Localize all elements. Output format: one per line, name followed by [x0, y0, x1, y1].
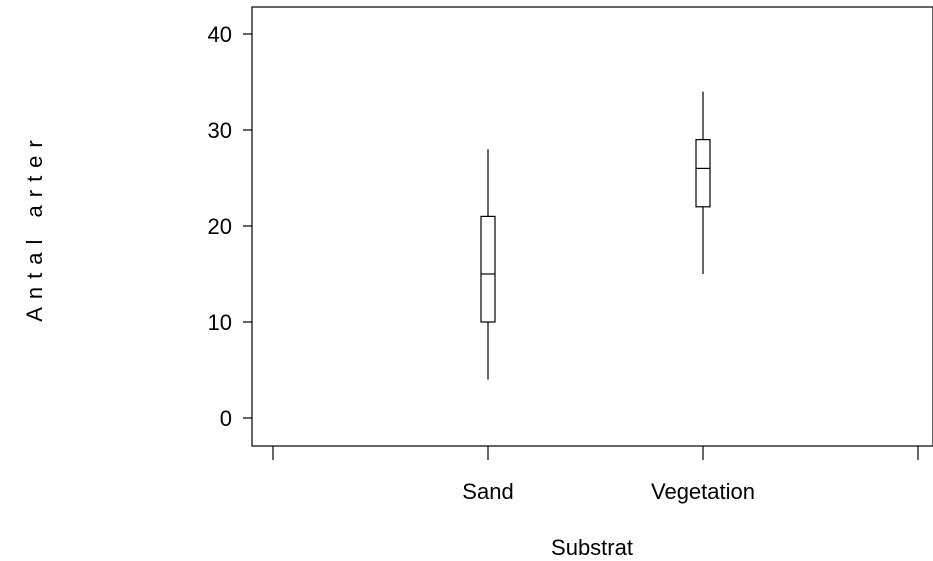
iqr-box [695, 139, 711, 208]
y-tick-label: 0 [220, 406, 232, 431]
x-axis: Sand Vegetation [272, 446, 919, 504]
box-vegetation [695, 91, 711, 274]
x-axis-title: Substrat [551, 535, 633, 560]
x-category-label: Sand [462, 479, 513, 504]
boxes [480, 91, 711, 380]
plot-frame [251, 6, 933, 447]
y-tick-label: 40 [208, 22, 232, 47]
iqr-box [480, 215, 496, 323]
x-category-label: Vegetation [651, 479, 755, 504]
y-axis-title: Antal arter [22, 132, 47, 322]
y-tick-label: 20 [208, 214, 232, 239]
y-tick-label: 30 [208, 118, 232, 143]
box-sand [480, 149, 496, 380]
y-axis: 0 10 20 30 40 [208, 22, 252, 431]
y-tick-label: 10 [208, 310, 232, 335]
